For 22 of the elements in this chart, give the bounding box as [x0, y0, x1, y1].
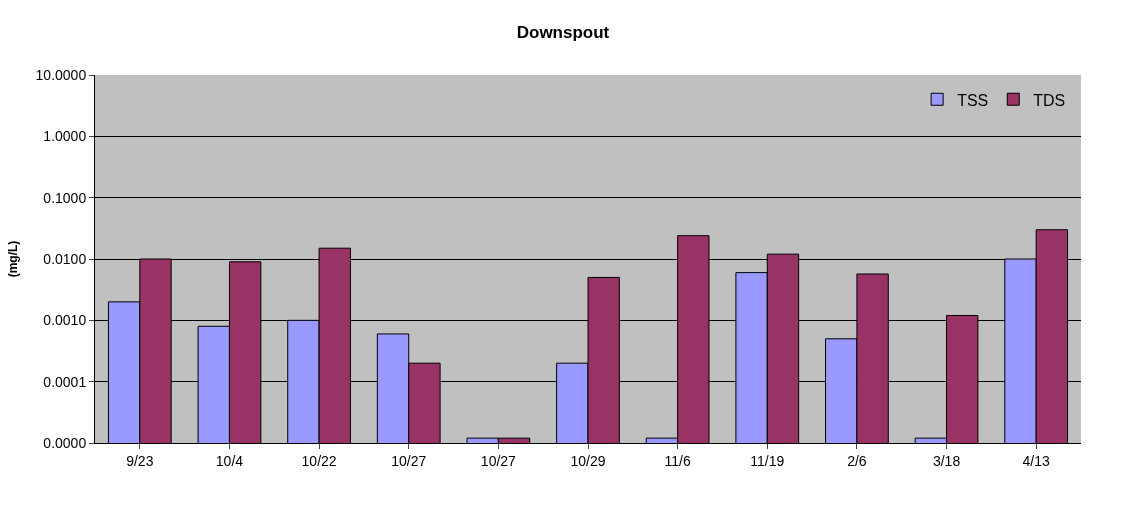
x-tick-label: 3/18 — [932, 452, 961, 469]
x-tick-label: 9/23 — [126, 452, 154, 469]
y-tick-label: 10.0000 — [35, 66, 87, 83]
x-tick-label: 2/6 — [847, 452, 867, 469]
chart-title: Downspout — [516, 22, 610, 42]
x-tick-label: 10/22 — [301, 452, 337, 469]
y-tick-label: 0.0010 — [43, 312, 87, 329]
y-tick-label: 0.1000 — [43, 189, 87, 206]
y-tick-label: 1.0000 — [43, 128, 87, 145]
x-tick-label: 10/4 — [215, 452, 244, 469]
legend-label: TDS — [1033, 91, 1066, 109]
y-axis-title: (mg/L) — [5, 240, 20, 278]
y-tick-label: 0.0100 — [43, 250, 87, 267]
x-tick-label: 11/6 — [664, 452, 691, 469]
x-tick-label: 10/27 — [480, 452, 517, 469]
legend-label: TSS — [957, 91, 989, 109]
x-tick-label: 10/27 — [391, 452, 427, 469]
x-tick-label: 11/19 — [750, 452, 785, 469]
y-tick-label: 0.0001 — [43, 373, 87, 390]
x-tick-label: 4/13 — [1022, 452, 1051, 469]
x-tick-label: 10/29 — [570, 452, 606, 469]
y-tick-label: 0.0000 — [43, 434, 87, 451]
